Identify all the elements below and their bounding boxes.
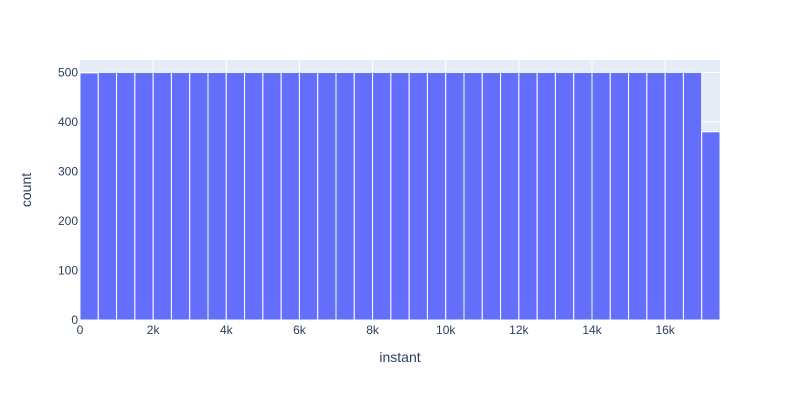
x-tick-label: 0 — [77, 323, 84, 337]
histogram-bar[interactable] — [536, 71, 556, 321]
y-axis-title: count — [18, 173, 34, 207]
histogram-bar[interactable] — [97, 71, 118, 321]
histogram-bar[interactable] — [262, 71, 282, 321]
x-tick-label: 8k — [366, 323, 380, 337]
bars — [79, 71, 721, 321]
x-tick-label: 16k — [655, 323, 675, 337]
histogram-bar[interactable] — [280, 71, 300, 321]
x-tick-label: 12k — [509, 323, 529, 337]
histogram-bar[interactable] — [445, 71, 465, 321]
y-tick-label: 200 — [58, 214, 78, 228]
histogram-bar[interactable] — [591, 71, 611, 321]
y-tick-label: 0 — [71, 313, 78, 327]
histogram-bar[interactable] — [500, 71, 520, 321]
y-tick-label: 100 — [58, 263, 78, 277]
histogram-bar[interactable] — [79, 72, 99, 321]
histogram-bar[interactable] — [244, 71, 264, 321]
histogram-bar[interactable] — [628, 71, 648, 321]
histogram-bar[interactable] — [372, 71, 392, 321]
histogram-bar[interactable] — [189, 71, 209, 321]
histogram-bar[interactable] — [701, 131, 721, 321]
x-tick-label: 14k — [582, 323, 602, 337]
histogram-bar[interactable] — [554, 71, 575, 321]
histogram-bar[interactable] — [426, 71, 447, 321]
histogram-bar[interactable] — [298, 71, 319, 321]
y-tick-label: 300 — [58, 164, 78, 178]
histogram-bar[interactable] — [408, 71, 428, 321]
x-tick-label: 10k — [436, 323, 456, 337]
y-tick-label: 400 — [58, 115, 78, 129]
x-tick-label: 4k — [220, 323, 234, 337]
histogram-bar[interactable] — [116, 71, 136, 321]
histogram-bar[interactable] — [573, 71, 593, 321]
histogram-bar[interactable] — [481, 71, 502, 321]
histogram-bar[interactable] — [134, 71, 154, 321]
histogram-bar[interactable] — [518, 71, 538, 321]
y-tick-label: 500 — [58, 65, 78, 79]
x-axis-ticks: 0 2k 4k 6k 8k 10k 12k 14k 16k — [77, 323, 676, 337]
histogram-bar[interactable] — [463, 71, 483, 321]
histogram-bar[interactable] — [682, 71, 703, 321]
histogram-bar[interactable] — [664, 71, 684, 321]
histogram-bar[interactable] — [317, 71, 337, 321]
histogram-bar[interactable] — [390, 71, 410, 321]
y-axis-ticks: 0 100 200 300 400 500 — [58, 65, 78, 327]
histogram-bar[interactable] — [225, 71, 246, 321]
histogram-bar[interactable] — [170, 71, 191, 321]
x-tick-label: 6k — [293, 323, 307, 337]
histogram-bar[interactable] — [152, 71, 172, 321]
x-axis-title: instant — [379, 349, 420, 365]
histogram-bar[interactable] — [646, 71, 666, 321]
histogram-bar[interactable] — [353, 71, 374, 321]
histogram-bar[interactable] — [609, 71, 630, 321]
histogram-bar[interactable] — [335, 71, 355, 321]
x-tick-label: 2k — [147, 323, 161, 337]
histogram-bar[interactable] — [207, 71, 227, 321]
